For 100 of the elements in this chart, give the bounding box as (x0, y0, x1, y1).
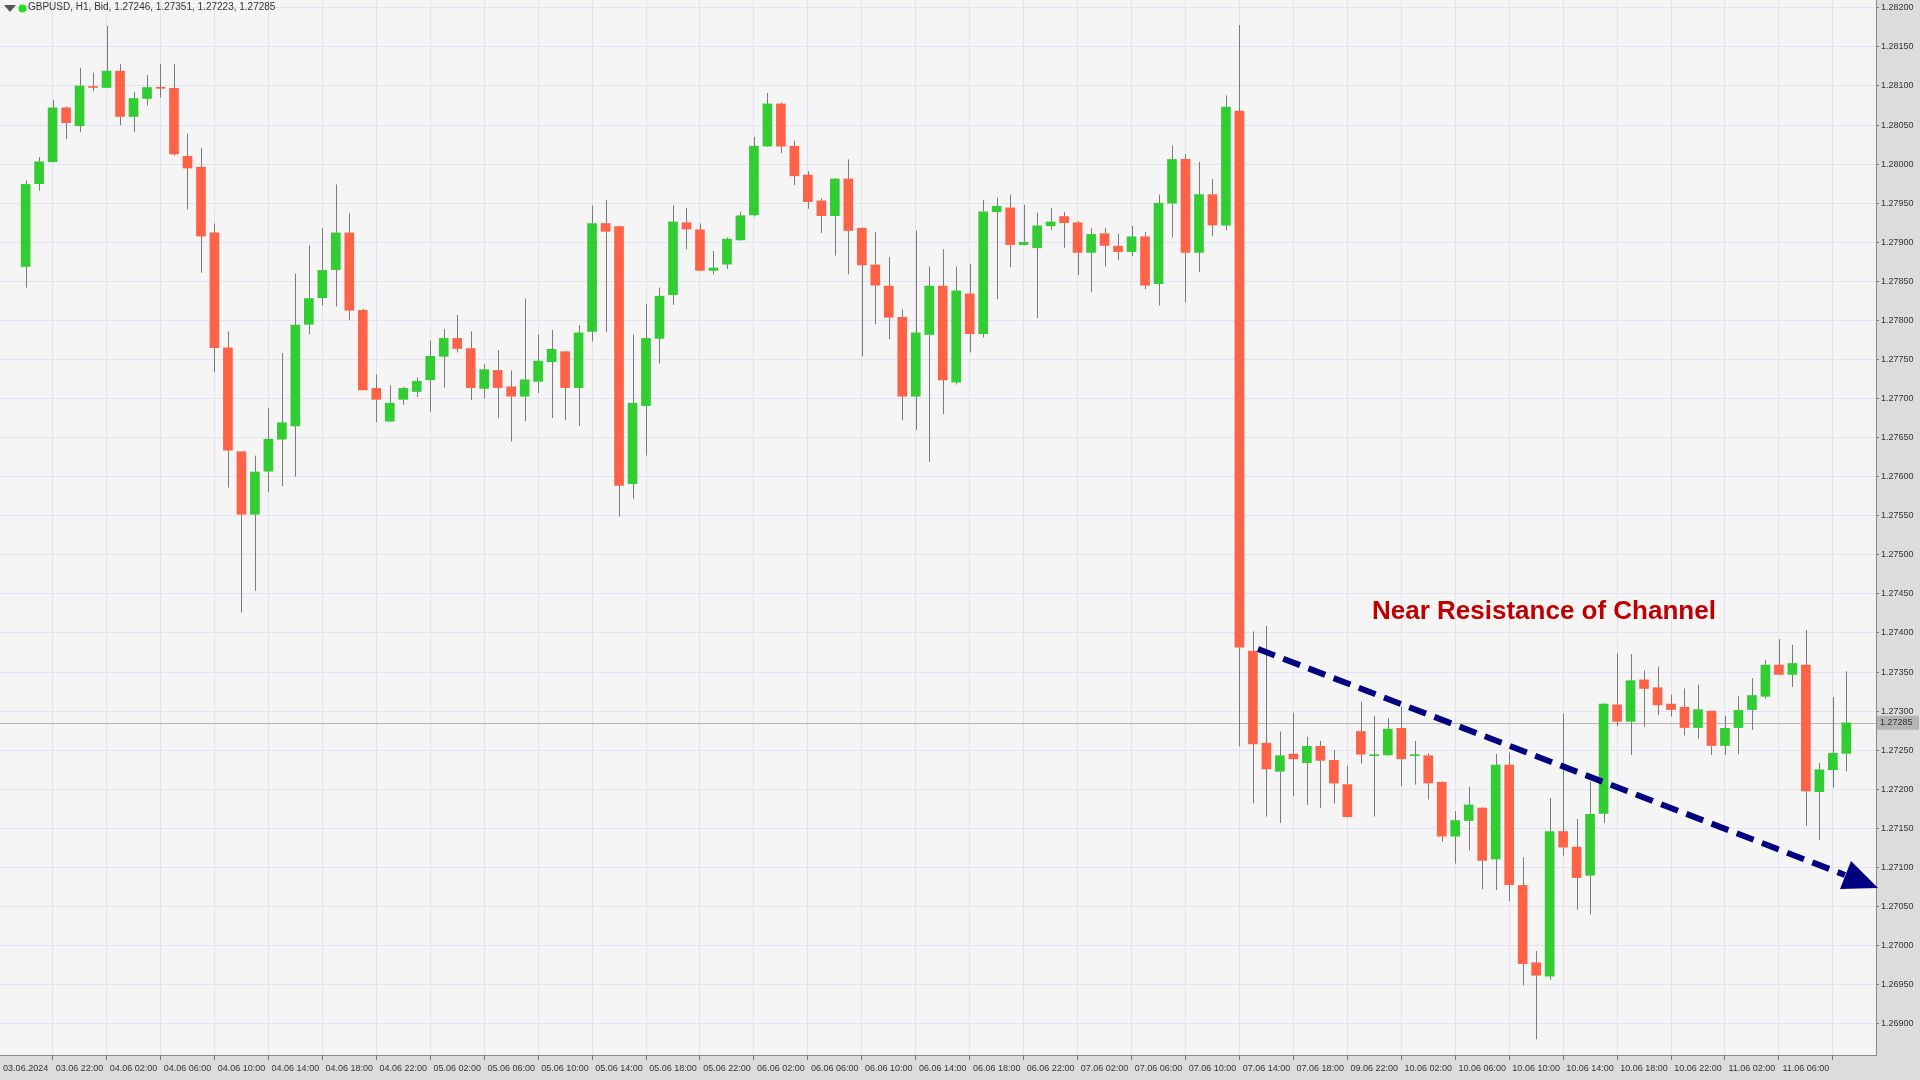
x-tick-label: 05.06 10:00 (541, 1062, 589, 1073)
candlestick (479, 363, 489, 400)
candlestick (641, 303, 651, 457)
x-tick-label: 07.06 14:00 (1242, 1062, 1291, 1073)
candlestick (978, 199, 989, 339)
x-tick-label: 03.06.2024 (3, 1062, 49, 1073)
candlestick (425, 340, 436, 413)
candlestick (600, 199, 611, 333)
x-tick-label: 07.06 18:00 (1296, 1062, 1345, 1073)
candlestick (304, 244, 314, 335)
candlestick (506, 369, 516, 443)
x-tick-label: 06.06 10:00 (865, 1062, 913, 1073)
candlestick (964, 263, 975, 353)
candlestick (1409, 740, 1420, 786)
candlestick (1463, 786, 1474, 851)
candlestick (1450, 810, 1461, 865)
candlestick (34, 156, 44, 192)
x-tick-label: 10.06 18:00 (1620, 1062, 1668, 1073)
candlestick (1072, 220, 1083, 276)
y-tick-label: 1.27750 (1881, 353, 1914, 364)
x-tick-label: 04.06 14:00 (271, 1062, 320, 1073)
candlestick (1221, 94, 1231, 232)
candlestick (115, 63, 125, 126)
x-tick-label: 06.06 18:00 (972, 1062, 1021, 1073)
y-tick-label: 1.27900 (1881, 236, 1914, 247)
candlestick (883, 256, 894, 340)
candlestick (1423, 752, 1434, 800)
x-tick-label: 06.06 06:00 (811, 1062, 859, 1073)
x-tick-label: 04.06 02:00 (109, 1062, 158, 1073)
candlestick (1625, 653, 1636, 756)
chart-title: GBPUSD, H1, Bid, 1.27246, 1.27351, 1.27223, 1.27285 (28, 1, 276, 12)
candlestick (1544, 797, 1555, 981)
candlestick (1517, 856, 1528, 986)
x-tick-label: 06.06 14:00 (918, 1062, 967, 1073)
candlestick (1382, 717, 1393, 756)
x-tick-label: 10.06 14:00 (1566, 1062, 1614, 1073)
candlestick (61, 105, 71, 140)
y-tick-label: 1.27000 (1881, 940, 1914, 951)
y-tick-label: 1.27250 (1881, 744, 1914, 755)
candlestick (47, 99, 58, 163)
candlestick (290, 273, 301, 478)
candlestick (1733, 695, 1744, 755)
candlestick (344, 212, 355, 321)
y-tick-label: 1.27300 (1881, 705, 1914, 716)
candlestick (1167, 144, 1177, 239)
x-tick-label: 10.06 10:00 (1512, 1062, 1560, 1073)
y-tick-label: 1.27500 (1881, 549, 1914, 560)
candlestick (587, 205, 597, 343)
candlestick (1774, 638, 1784, 675)
x-tick-label: 10.06 06:00 (1458, 1062, 1506, 1073)
candlestick (1302, 736, 1312, 806)
candlestick (1531, 950, 1541, 1040)
candlestick (1207, 178, 1218, 237)
y-tick-label: 1.28150 (1881, 41, 1914, 52)
candlestick (223, 330, 233, 489)
candlestick (937, 248, 948, 415)
y-tick-label: 1.27350 (1881, 666, 1914, 677)
candlestick (250, 455, 260, 592)
x-tick-label: 10.06 22:00 (1674, 1062, 1722, 1073)
x-tick-label: 05.06 02:00 (433, 1062, 481, 1073)
candlestick (1679, 687, 1690, 736)
candlestick (668, 205, 678, 306)
candlestick (209, 223, 220, 373)
x-tick-label: 06.06 22:00 (1026, 1062, 1075, 1073)
x-tick-label: 06.06 02:00 (757, 1062, 805, 1073)
candlestick (330, 183, 341, 307)
candlestick (1477, 807, 1488, 890)
candlestick (1828, 696, 1838, 789)
y-tick-label: 1.26900 (1881, 1018, 1914, 1029)
candlestick (614, 226, 624, 518)
candlestick (749, 136, 759, 217)
candlestick (169, 63, 179, 157)
candlestick (1814, 762, 1825, 841)
candlestick (1396, 705, 1407, 787)
candlestick (951, 265, 962, 385)
candlestick (519, 298, 530, 422)
candlestick (438, 328, 449, 389)
candlestick (236, 451, 247, 614)
candlestick (722, 237, 732, 270)
candlestick (1059, 211, 1069, 249)
candlestick (654, 287, 665, 364)
y-tick-label: 1.27050 (1881, 901, 1914, 911)
candlestick (573, 324, 584, 427)
candlestick (546, 329, 557, 419)
candlestick (1180, 153, 1191, 303)
candlestick (1706, 710, 1717, 756)
y-tick-label: 1.27600 (1881, 471, 1914, 482)
candlestick (263, 407, 274, 493)
candlestick (1787, 644, 1798, 688)
x-tick-label: 04.06 06:00 (163, 1062, 212, 1073)
x-tick-label: 04.06 10:00 (217, 1062, 266, 1073)
annotation: Near Resistance of Channel (1372, 595, 1716, 626)
y-tick-label: 1.27650 (1881, 432, 1914, 443)
candlestick (465, 330, 476, 401)
candlestick (1639, 670, 1649, 728)
candlestick (1099, 227, 1110, 267)
x-tick-label: 07.06 06:00 (1134, 1062, 1183, 1073)
y-tick-label: 1.28100 (1881, 80, 1914, 91)
candlestick (1005, 194, 1015, 268)
candlestick (196, 147, 206, 274)
